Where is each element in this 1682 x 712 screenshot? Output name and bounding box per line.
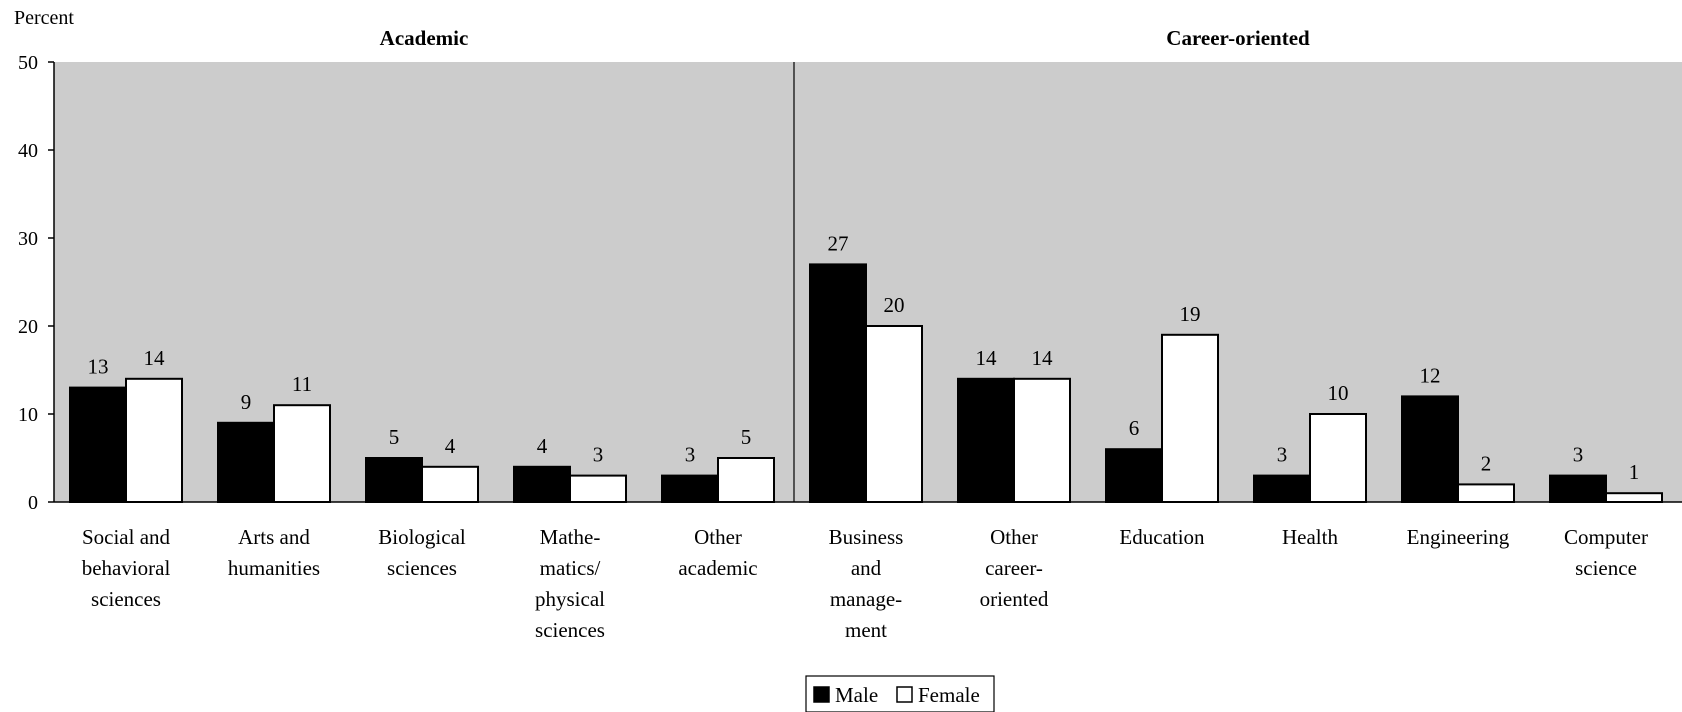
legend-label-male: Male [835,683,878,707]
bar-female [1013,377,1071,503]
category-label: manage- [830,587,902,611]
category-label: sciences [535,618,605,642]
y-axis-label: Percent [14,7,74,29]
category-label: sciences [387,556,457,580]
category-label: Computer [1564,525,1648,549]
bar-male [513,465,571,503]
bar-female [1457,483,1515,503]
category-label: sciences [91,587,161,611]
bar-female [1309,413,1367,503]
category-label: academic [678,556,757,580]
legend: Male Female [805,675,995,712]
bar-male [809,263,867,503]
group-label: Academic [380,26,469,50]
category-label: Social and [82,525,171,549]
category-label: humanities [228,556,320,580]
bar-female [865,325,923,503]
category-label: career- [985,556,1043,580]
category-label: Engineering [1407,525,1510,549]
data-label: 3 [685,443,696,467]
data-label: 27 [828,231,849,255]
data-label: 12 [1420,363,1441,387]
data-label: 3 [1277,443,1288,467]
bar-male [1253,474,1311,504]
category-label: oriented [980,587,1049,611]
bar-female [569,474,627,504]
category-label: Education [1119,525,1205,549]
bar-female [717,457,775,503]
category-label: physical [535,587,605,611]
legend-label-female: Female [918,683,980,707]
data-label: 9 [241,390,252,414]
group-label: Career-oriented [1166,26,1310,50]
data-label: 5 [741,425,752,449]
data-label: 3 [593,443,604,467]
category-label: Mathe- [540,525,601,549]
category-label: Arts and [238,525,310,549]
data-label: 14 [976,346,998,370]
category-label: behavioral [82,556,171,580]
y-tick-label: 0 [28,492,38,514]
category-label: Business [829,525,904,549]
bar-male [69,386,127,504]
bar-male [661,474,719,504]
data-label: 6 [1129,416,1140,440]
bar-female [1161,333,1219,503]
data-label: 3 [1573,443,1584,467]
y-tick-label: 20 [18,316,38,338]
bar-female [421,465,479,503]
y-tick-label: 10 [18,404,38,426]
legend-swatch-male [813,686,830,703]
data-label: 2 [1481,451,1492,475]
data-label: 14 [144,346,166,370]
data-label: 14 [1032,346,1054,370]
bar-male [1401,395,1459,503]
bar-female [1605,492,1663,504]
data-label: 19 [1180,302,1201,326]
bar-male [1105,448,1163,504]
category-label: Other [694,525,742,549]
bar-female [273,404,331,504]
y-tick-label: 30 [18,228,38,250]
data-label: 20 [884,293,905,317]
bar-male [957,377,1015,503]
data-label: 5 [389,425,400,449]
data-label: 4 [537,434,548,458]
y-tick-label: 40 [18,140,38,162]
bar-male [365,457,423,503]
data-label: 10 [1328,381,1349,405]
bar-female [125,377,183,503]
category-label: Other [990,525,1038,549]
category-label: science [1575,556,1637,580]
category-label: ment [845,618,887,642]
category-label: and [851,556,882,580]
data-label: 1 [1629,460,1640,484]
legend-swatch-female [896,686,913,703]
data-label: 4 [445,434,456,458]
category-label: Health [1282,525,1338,549]
y-tick-label: 50 [18,52,38,74]
bar-male [217,421,275,503]
data-label: 13 [88,355,109,379]
category-label: Biological [378,525,466,549]
data-label: 11 [292,372,312,396]
bar-male [1549,474,1607,504]
category-label: matics/ [540,556,601,580]
